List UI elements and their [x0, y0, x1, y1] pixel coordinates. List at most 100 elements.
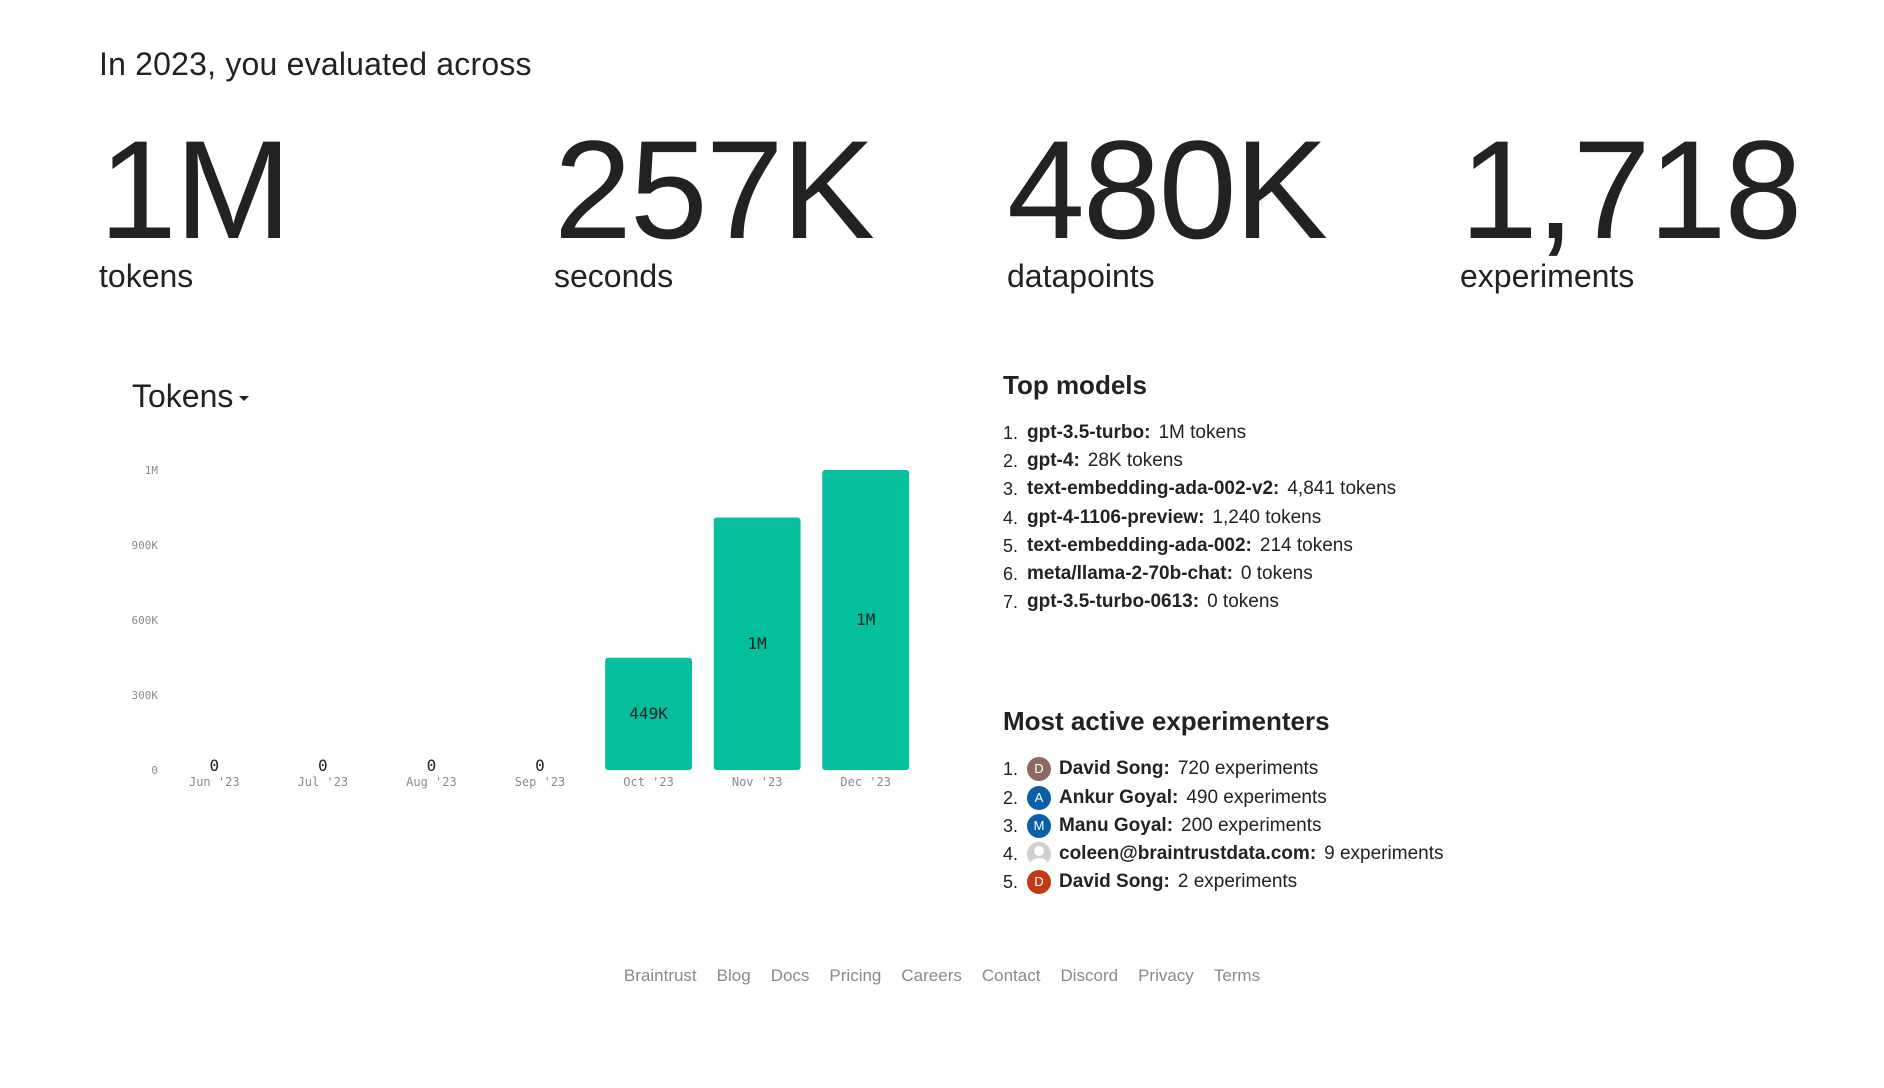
stat-label: datapoints: [1007, 258, 1155, 294]
model-tokens: 1M tokens: [1158, 422, 1247, 443]
rank-number: 2.: [1003, 451, 1019, 472]
stats-row: 1M tokens 257K seconds 480K datapoints 1…: [99, 111, 1802, 300]
experiment-count: 2 experiments: [1177, 871, 1298, 893]
experimenter-list-item: 4. coleen@braintrustdata.com 9 experiments: [1003, 840, 1803, 868]
rank-number: 6.: [1003, 563, 1019, 584]
caret-down-icon: [239, 396, 250, 401]
model-tokens: 214 tokens: [1259, 534, 1353, 556]
x-tick-label: Jun '23: [189, 775, 240, 789]
experimenters-section: Most active experimenters 1. D David Song 7…: [1003, 706, 1803, 896]
model-tokens: 1,240 tokens: [1212, 506, 1322, 528]
footer-link-blog[interactable]: Blog: [716, 966, 751, 985]
model-tokens: 4,841 tokens: [1287, 478, 1397, 500]
experimenter-name: David Song: [1059, 868, 1170, 896]
rank-number: 3.: [1003, 479, 1019, 500]
model-name: gpt-3.5-turbo: [1027, 419, 1150, 447]
model-name: meta/llama-2-70b-chat: [1027, 560, 1233, 588]
stat-experiments: 1,718 experiments: [1460, 111, 1802, 295]
y-tick-label: 300K: [132, 689, 159, 702]
rank-number: 1.: [1003, 423, 1019, 443]
footer-link-braintrust[interactable]: Braintrust: [623, 966, 697, 985]
x-tick-label: Dec '23: [840, 775, 891, 789]
model-name: text-embedding-ada-002-v2: [1027, 475, 1279, 503]
stat-value: 1,718: [1460, 111, 1802, 268]
rank-number: 1.: [1003, 759, 1019, 780]
experimenter-name: coleen@braintrustdata.com: [1059, 840, 1316, 868]
x-tick-label: Oct '23: [623, 775, 674, 789]
bar[interactable]: [822, 470, 910, 770]
x-tick-label: Sep '23: [515, 775, 566, 789]
stat-datapoints: 480K datapoints: [1007, 111, 1328, 295]
stat-value: 480K: [1007, 111, 1328, 268]
model-tokens: 28K tokens: [1087, 450, 1183, 472]
model-list-item: 6. meta/llama-2-70b-chat 0 tokens: [1003, 560, 1803, 588]
rank-number: 4.: [1003, 507, 1019, 528]
top-models-list: 1. gpt-3.5-turbo 1M tokens 2. gpt-4 28K token…: [1003, 419, 1803, 616]
rank-number: 4.: [1003, 843, 1019, 864]
experiment-count: 720 experiments: [1177, 758, 1319, 780]
y-tick-label: 0: [151, 764, 158, 777]
model-list-item: 5. text-embedding-ada-002 214 tokens: [1003, 532, 1803, 560]
bar-value-label: 1M: [856, 610, 875, 629]
model-name: gpt-4-1106-preview: [1027, 504, 1204, 532]
x-tick-label: Aug '23: [406, 775, 457, 789]
model-list-item: 7. gpt-3.5-turbo-0613 0 tokens: [1003, 588, 1803, 616]
user-placeholder-icon: [1027, 841, 1051, 866]
bar[interactable]: [713, 517, 801, 771]
model-name: gpt-3.5-turbo-0613: [1027, 588, 1199, 616]
experimenter-list-item: 2. A Ankur Goyal 490 experiments: [1003, 784, 1803, 812]
y-tick-label: 900K: [132, 539, 159, 552]
bar[interactable]: [605, 657, 692, 770]
footer-link-contact[interactable]: Contact: [981, 966, 1041, 985]
experimenter-name: Manu Goyal: [1059, 812, 1173, 840]
experimenter-name: David Song: [1059, 755, 1170, 783]
experiment-count: 9 experiments: [1324, 842, 1444, 864]
experimenter-name: Ankur Goyal: [1059, 784, 1178, 812]
experimenter-list-item: 5. D David Song 2 experiments: [1003, 868, 1803, 896]
bar-value-label: 0: [427, 756, 437, 775]
stat-label: seconds: [554, 258, 674, 294]
rank-number: 5.: [1003, 535, 1019, 556]
metric-dropdown[interactable]: Tokens: [132, 378, 250, 415]
stat-seconds: 257K seconds: [554, 111, 875, 295]
rank-number: 5.: [1003, 872, 1019, 893]
avatar: M: [1027, 813, 1051, 838]
stat-value: 257K: [554, 111, 875, 268]
footer-link-pricing[interactable]: Pricing: [829, 966, 882, 985]
model-tokens: 0 tokens: [1207, 591, 1279, 613]
x-tick-label: Nov '23: [732, 775, 783, 789]
model-list-item: 2. gpt-4 28K tokens: [1003, 447, 1803, 475]
experimenters-list: 1. D David Song 720 experiments 2. A Ankur Goy…: [1003, 755, 1803, 896]
footer-link-privacy[interactable]: Privacy: [1138, 966, 1194, 985]
stat-value: 1M: [99, 111, 291, 268]
y-tick-label: 600K: [132, 614, 159, 627]
chart-section: Tokens 0 300K 600K 900K 1M 0 Jun '23 0 Jul '23 0 A…: [110, 370, 940, 810]
bar-value-label: 449K: [629, 704, 668, 723]
footer-link-discord[interactable]: Discord: [1060, 966, 1119, 985]
model-name: text-embedding-ada-002: [1027, 532, 1252, 560]
rank-number: 3.: [1003, 815, 1019, 836]
avatar: D: [1027, 870, 1051, 895]
experimenter-list-item: 3. M Manu Goyal 200 experiments: [1003, 812, 1803, 840]
bar-value-label: 0: [318, 756, 328, 775]
experimenter-list-item: 1. D David Song 720 experiments: [1003, 755, 1803, 783]
rank-number: 7.: [1003, 592, 1019, 613]
avatar: D: [1027, 757, 1051, 782]
bar-value-label: 1M: [748, 634, 767, 653]
stat-label: experiments: [1460, 258, 1635, 294]
stat-label: tokens: [99, 258, 194, 294]
footer-link-terms[interactable]: Terms: [1213, 966, 1261, 985]
stat-tokens: 1M tokens: [99, 111, 291, 295]
right-column: Top models 1. gpt-3.5-turbo 1M tokens 2. gpt…: [1003, 370, 1803, 896]
footer-link-docs[interactable]: Docs: [770, 966, 810, 985]
experiment-count: 490 experiments: [1186, 786, 1327, 808]
model-name: gpt-4: [1027, 447, 1080, 475]
model-list-item: 3. text-embedding-ada-002-v2 4,841 tokens: [1003, 475, 1803, 503]
x-tick-label: Jul '23: [298, 775, 349, 789]
y-tick-label: 1M: [145, 464, 159, 477]
metric-dropdown-label: Tokens: [132, 378, 234, 414]
bar-value-label: 0: [535, 756, 545, 775]
footer-link-careers[interactable]: Careers: [901, 966, 962, 985]
footer-links: Braintrust Blog Docs Pricing Careers Contact D…: [0, 966, 1884, 986]
